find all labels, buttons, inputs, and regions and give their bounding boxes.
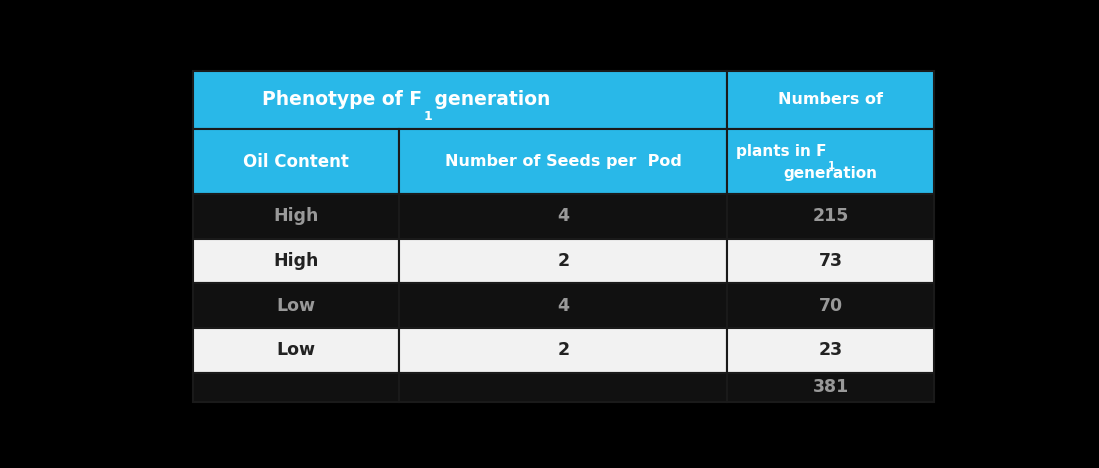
Text: 23: 23 bbox=[819, 341, 843, 359]
Bar bbox=[192, 194, 399, 239]
Bar bbox=[728, 328, 934, 373]
Bar bbox=[192, 129, 399, 194]
Bar bbox=[192, 373, 399, 402]
Bar bbox=[399, 194, 728, 239]
Text: Low: Low bbox=[276, 341, 315, 359]
Text: 70: 70 bbox=[819, 297, 843, 314]
Text: plants in F: plants in F bbox=[736, 144, 826, 159]
Bar bbox=[728, 239, 934, 283]
Text: 4: 4 bbox=[557, 297, 569, 314]
Text: High: High bbox=[274, 207, 319, 226]
Bar bbox=[192, 283, 399, 328]
Text: Number of Seeds per  Pod: Number of Seeds per Pod bbox=[445, 154, 681, 169]
Bar bbox=[728, 373, 934, 402]
Text: 215: 215 bbox=[812, 207, 848, 226]
Text: 1: 1 bbox=[423, 110, 432, 123]
Text: 2: 2 bbox=[557, 341, 569, 359]
Bar bbox=[399, 328, 728, 373]
Text: 381: 381 bbox=[812, 378, 848, 396]
Bar bbox=[399, 373, 728, 402]
Text: generation: generation bbox=[428, 90, 551, 110]
Bar bbox=[192, 71, 728, 129]
Bar bbox=[728, 283, 934, 328]
Text: Oil Content: Oil Content bbox=[243, 153, 348, 171]
Text: 73: 73 bbox=[819, 252, 843, 270]
Bar bbox=[399, 239, 728, 283]
Bar bbox=[399, 283, 728, 328]
Text: generation: generation bbox=[784, 166, 878, 181]
Text: 1: 1 bbox=[828, 161, 835, 171]
Text: 4: 4 bbox=[557, 207, 569, 226]
Bar bbox=[399, 129, 728, 194]
Text: Phenotype of F: Phenotype of F bbox=[262, 90, 422, 110]
Text: Numbers of: Numbers of bbox=[778, 93, 884, 108]
Text: Low: Low bbox=[276, 297, 315, 314]
Bar bbox=[728, 71, 934, 129]
Text: 2: 2 bbox=[557, 252, 569, 270]
Bar bbox=[192, 239, 399, 283]
Bar bbox=[728, 194, 934, 239]
Text: High: High bbox=[274, 252, 319, 270]
Bar bbox=[192, 328, 399, 373]
Bar bbox=[728, 129, 934, 194]
